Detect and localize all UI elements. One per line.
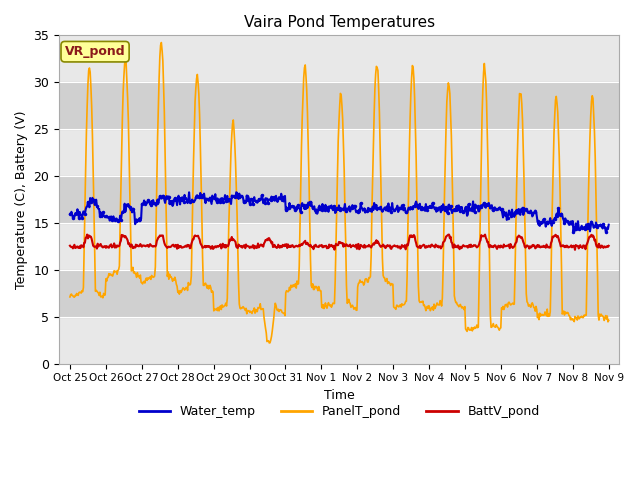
Text: VR_pond: VR_pond [65, 45, 125, 58]
X-axis label: Time: Time [324, 389, 355, 402]
Bar [59, 82, 620, 129]
Bar [59, 270, 620, 317]
Legend: Water_temp, PanelT_pond, BattV_pond: Water_temp, PanelT_pond, BattV_pond [134, 400, 545, 423]
Title: Vaira Pond Temperatures: Vaira Pond Temperatures [244, 15, 435, 30]
Y-axis label: Temperature (C), Battery (V): Temperature (C), Battery (V) [15, 110, 28, 289]
Bar [59, 176, 620, 223]
